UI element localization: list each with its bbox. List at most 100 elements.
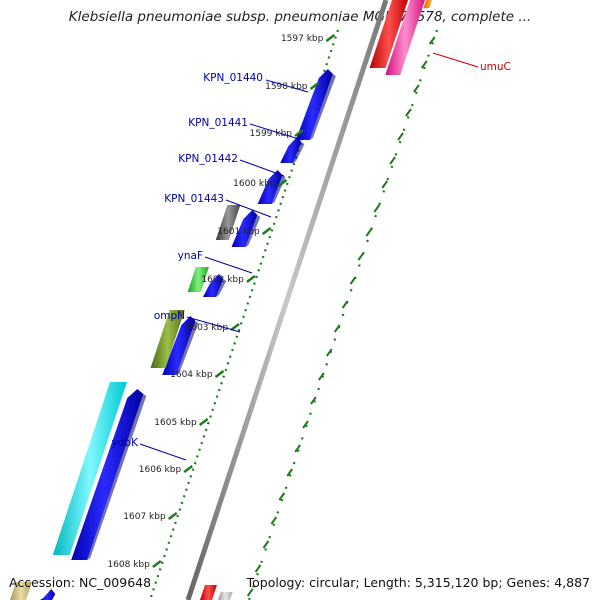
cds-long-shape bbox=[71, 389, 144, 560]
feature-track bbox=[10, 0, 432, 600]
kbp-tick-mark bbox=[183, 465, 193, 473]
gene-umuc-red-shape bbox=[369, 0, 408, 68]
cds-kpn-01443-shape bbox=[231, 210, 258, 247]
gene-ydbk-cyan bbox=[52, 382, 127, 555]
gene-ynaf-green-shape bbox=[187, 267, 209, 292]
outer-tick-mark bbox=[246, 588, 254, 597]
cds-kpn-01440-shape bbox=[295, 69, 333, 140]
label-leader-ydbk bbox=[139, 443, 187, 461]
gene-orange-top-shape bbox=[423, 0, 432, 8]
label-leader-kpn-01441 bbox=[249, 123, 303, 141]
cds-kpn-01440 bbox=[295, 69, 336, 140]
cds-kpn-01441 bbox=[280, 137, 305, 163]
label-leader-ompn bbox=[186, 316, 241, 333]
gene-orange-top bbox=[423, 0, 432, 8]
cds-kpn-01441-shape bbox=[280, 137, 302, 163]
gene-label-kpn-01443[interactable]: KPN_01443 bbox=[164, 193, 224, 205]
gene-labels: KPN_01440 KPN_01441 KPN_01442 KPN_01443 ynaF… bbox=[112, 52, 511, 461]
tick-ring-outer bbox=[247, 29, 439, 600]
kbp-tick-label: 1603 kbp bbox=[186, 323, 229, 333]
kbp-tick-label: 1604 kbp bbox=[170, 370, 213, 380]
outer-tick-mark bbox=[294, 444, 301, 453]
outer-tick-mark bbox=[405, 108, 412, 117]
gene-pink bbox=[385, 0, 425, 75]
gene-label-ynaf[interactable]: ynaF bbox=[178, 250, 203, 262]
outer-tick-mark bbox=[397, 132, 404, 141]
cds-ompn-pair-edge bbox=[176, 321, 199, 375]
gene-label-ydbk[interactable]: ydbK bbox=[112, 437, 140, 449]
outer-tick-mark bbox=[373, 204, 381, 213]
kbp-tick-label: 1599 kbp bbox=[250, 129, 293, 139]
outer-tick-mark bbox=[420, 60, 428, 69]
outer-tick-mark bbox=[428, 36, 436, 45]
kbp-tick-mark bbox=[294, 129, 304, 137]
cds-small-1-shape bbox=[202, 274, 224, 297]
cds-kpn-01442-shape bbox=[257, 170, 283, 204]
gene-gray bbox=[215, 205, 241, 240]
cds-kpn-01440-edge bbox=[309, 74, 336, 140]
gene-ydbk-cyan-shape bbox=[52, 382, 127, 555]
kbp-tick-label: 1605 kbp bbox=[154, 418, 197, 428]
outer-tick-mark bbox=[286, 468, 294, 477]
gene-ompn-olive bbox=[150, 310, 185, 368]
kbp-tick-label: 1598 kbp bbox=[265, 82, 308, 92]
accession-text: Accession: NC_009648 bbox=[9, 575, 152, 590]
cds-ompn-pair-shape bbox=[162, 316, 196, 375]
gene-lightgray-bottom-shape bbox=[218, 592, 233, 600]
outer-tick-mark bbox=[278, 492, 286, 501]
cds-long-edge bbox=[87, 394, 147, 560]
outer-tick-mark bbox=[333, 324, 341, 333]
outer-tick-mark bbox=[270, 516, 278, 525]
kbp-ticks: 1597 kbp 1598 kbp 1599 kbp 1600 kbp 1601 kbp… bbox=[107, 34, 436, 597]
kbp-tick-mark bbox=[152, 560, 162, 568]
cds-bottom bbox=[40, 589, 56, 600]
gene-label-kpn-01441[interactable]: KPN_01441 bbox=[188, 117, 248, 129]
kbp-tick-mark bbox=[230, 323, 240, 331]
cds-kpn-01443 bbox=[231, 210, 261, 247]
outer-tick-mark bbox=[413, 84, 420, 93]
gene-label-kpn-01440[interactable]: KPN_01440 bbox=[203, 72, 263, 84]
outer-tick-mark bbox=[341, 300, 349, 309]
kbp-tick-mark bbox=[246, 275, 256, 283]
kbp-tick-label: 1607 kbp bbox=[123, 512, 166, 522]
gene-label-kpn-01442[interactable]: KPN_01442 bbox=[178, 153, 238, 165]
kbp-tick-mark bbox=[309, 82, 320, 90]
outer-tick-mark bbox=[318, 372, 325, 381]
gene-red-bottom-shape bbox=[200, 585, 217, 600]
cds-kpn-01443-edge bbox=[245, 215, 261, 247]
gene-pink-shape bbox=[385, 0, 425, 75]
outer-tick-mark bbox=[262, 540, 270, 549]
kbp-tick-label: 1600 kbp bbox=[233, 179, 276, 189]
topology-text: Topology: circular; Length: 5,315,120 bp… bbox=[246, 575, 590, 590]
cds-ompn-pair bbox=[162, 316, 199, 375]
kbp-tick-mark bbox=[167, 512, 178, 520]
outer-tick-mark bbox=[357, 252, 365, 261]
cds-small-1 bbox=[202, 274, 227, 297]
outer-tick-mark bbox=[302, 420, 309, 429]
outer-tick-mark bbox=[254, 564, 262, 573]
label-leader-kpn-01442 bbox=[239, 159, 285, 177]
gene-label-umuc[interactable]: umuC bbox=[480, 61, 511, 73]
kbp-tick-mark bbox=[261, 227, 272, 235]
kbp-tick-mark bbox=[198, 418, 209, 426]
cds-small-1-edge bbox=[215, 279, 227, 297]
kbp-tick-label: 1602 kbp bbox=[201, 275, 244, 285]
kbp-tick-mark bbox=[277, 179, 288, 187]
gene-label-ompn[interactable]: ompN bbox=[154, 310, 185, 322]
gene-ynaf-green bbox=[187, 267, 209, 292]
outer-tick-mark bbox=[381, 180, 389, 189]
outer-tick-mark bbox=[325, 348, 333, 357]
gene-gray-shape bbox=[215, 205, 241, 240]
kbp-tick-label: 1608 kbp bbox=[107, 560, 150, 570]
gene-red-bottom bbox=[200, 585, 217, 600]
kbp-tick-label: 1606 kbp bbox=[139, 465, 182, 475]
cds-long bbox=[71, 389, 147, 560]
gene-umuc-red bbox=[369, 0, 408, 68]
kbp-tick-mark bbox=[325, 34, 336, 42]
gene-khaki-shape bbox=[10, 582, 32, 600]
cds-kpn-01441-edge bbox=[293, 142, 305, 163]
outer-tick-mark bbox=[349, 276, 357, 285]
outer-tick-mark bbox=[310, 396, 317, 405]
label-leader-umuc bbox=[432, 52, 479, 68]
